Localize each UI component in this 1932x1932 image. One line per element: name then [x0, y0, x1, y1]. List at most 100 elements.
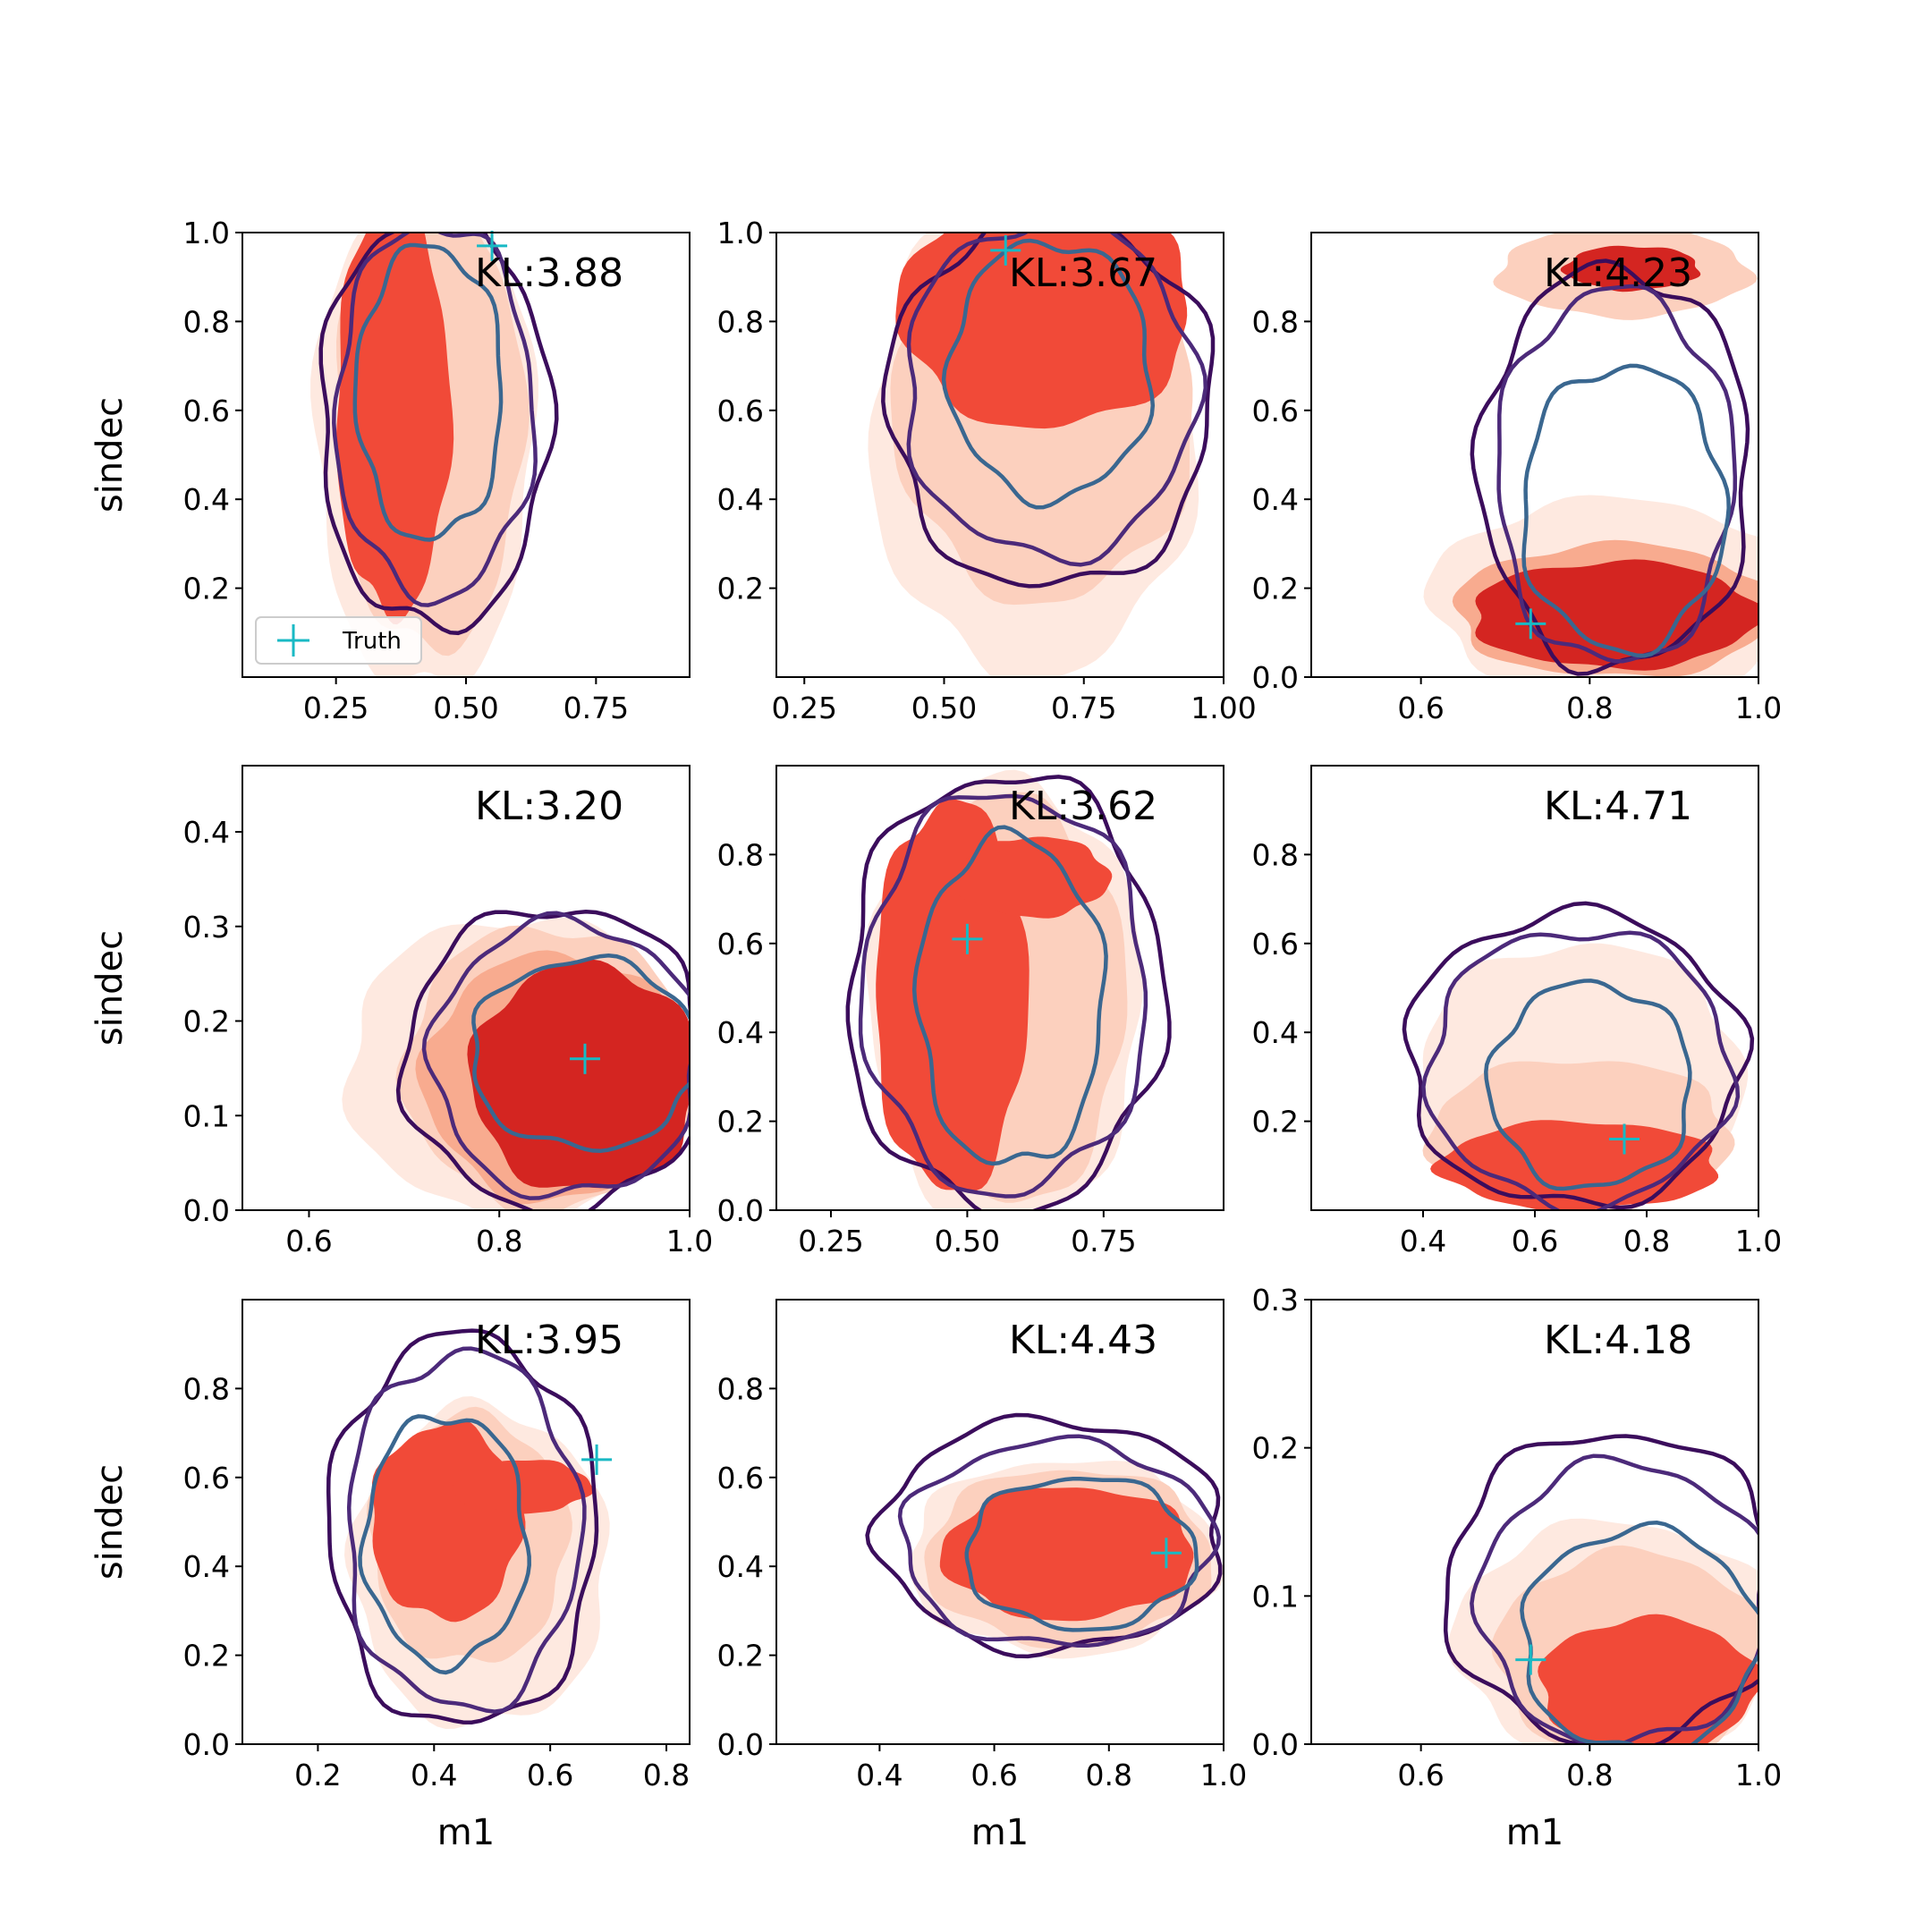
- x-tick-label: 1.0: [666, 1224, 713, 1258]
- contour-mid: [332, 233, 538, 607]
- axes-frame: [1310, 232, 1759, 678]
- contour-inner: [964, 1477, 1199, 1632]
- kl-annotation: KL:4.43: [1009, 1318, 1157, 1363]
- contour-mid: [1421, 930, 1741, 1210]
- contour-inner: [941, 238, 1156, 510]
- panel-2: 0.25 0.50 0.75 1.00 0.2 0.4 0.6 0.8 1.0 KL:3.67: [717, 216, 1257, 725]
- x-tick-label: 0.75: [1051, 691, 1116, 725]
- x-tick-label: 0.4: [856, 1758, 902, 1792]
- contour-inner: [1520, 1521, 1758, 1744]
- contour-mid: [1496, 284, 1738, 664]
- x-tick-label: 0.6: [1512, 1224, 1558, 1258]
- x-axis-label: m1: [971, 1812, 1029, 1853]
- y-tick-label: 0.1: [183, 1098, 230, 1133]
- y-tick-label: 0.2: [1252, 572, 1299, 606]
- legend: Truth: [255, 616, 422, 665]
- x-tick-label: 0.8: [1566, 691, 1613, 725]
- y-tick-label: 0.3: [1252, 1283, 1299, 1318]
- contour-mid: [421, 911, 690, 1200]
- density-fill-level-3: [895, 233, 1188, 429]
- panel-8: 0.4 0.6 0.8 1.0 0.0 0.2 0.4 0.6 0.8 KL:4.43 m1: [717, 1299, 1247, 1853]
- truth-marker: [952, 923, 983, 954]
- panel-1: 0.25 0.50 0.75 0.2 0.4 0.6 0.8 1.0 KL:3.88 sindec: [89, 216, 691, 725]
- kl-annotation: KL:3.88: [475, 250, 623, 296]
- axes-frame: [775, 232, 1224, 678]
- y-tick-label: 0.3: [183, 910, 230, 945]
- x-tick-label: 0.8: [1566, 1758, 1613, 1792]
- y-tick-label: 0.6: [717, 394, 764, 428]
- contour-mid: [897, 1434, 1221, 1648]
- y-tick-label: 0.4: [183, 482, 230, 517]
- y-tick-label: 0.2: [1252, 1105, 1299, 1140]
- y-tick-label: 0.4: [183, 1549, 230, 1584]
- y-tick-label: 0.4: [717, 1015, 764, 1050]
- y-tick-label: 0.8: [1252, 837, 1299, 872]
- contour-outer: [845, 775, 1172, 1210]
- panel-7: 0.2 0.4 0.6 0.8 0.0 0.2 0.4 0.6 0.8 KL:3.95 sindec…: [89, 1299, 691, 1853]
- x-tick-label: 1.00: [1191, 691, 1256, 725]
- contour-mid: [1470, 1453, 1758, 1744]
- density-fill-level-4: [467, 959, 690, 1189]
- y-tick-label: 0.2: [717, 1639, 764, 1674]
- truth-marker: [581, 1444, 613, 1475]
- contour-mid: [858, 793, 1148, 1199]
- truth-marker: [569, 1043, 600, 1074]
- density-fill-level-3: [1538, 1614, 1758, 1744]
- plot-area: [1402, 901, 1755, 1210]
- y-tick-label: 0.0: [717, 1727, 764, 1762]
- y-tick-label: 0.4: [1252, 482, 1299, 517]
- truth-marker: [1609, 1123, 1640, 1155]
- contour-inner: [1484, 979, 1692, 1191]
- density-fill-level-3: [452, 1460, 594, 1514]
- y-tick-label: 0.2: [1252, 1431, 1299, 1466]
- y-tick-label: 0.2: [183, 1639, 230, 1674]
- y-tick-label: 0.8: [1252, 304, 1299, 339]
- plot-area: [1423, 233, 1758, 677]
- density-fill-level-3: [957, 836, 1113, 919]
- truth-marker: [1150, 1538, 1182, 1569]
- y-tick-label: 1.0: [717, 216, 764, 250]
- y-tick-label: 0.8: [183, 1371, 230, 1406]
- x-tick-label: 0.4: [411, 1758, 457, 1792]
- x-tick-label: 0.4: [1400, 1224, 1446, 1258]
- contour-outer: [1402, 901, 1755, 1210]
- density-fill-level-3: [335, 233, 454, 625]
- y-tick-label: 0.4: [717, 1549, 764, 1584]
- panel-4: 0.6 0.8 1.0 0.0 0.1 0.2 0.3 0.4 KL:3.20 sindec: [89, 765, 713, 1258]
- panel-5: 0.25 0.50 0.75 0.0 0.2 0.4 0.6 0.8 KL:3.62: [717, 765, 1224, 1258]
- panel-9: 0.6 0.8 1.0 0.0 0.1 0.2 0.3 KL:4.18 m1: [1252, 1283, 1783, 1853]
- x-tick-label: 1.0: [1200, 1758, 1247, 1792]
- legend-truth-marker: [277, 624, 309, 657]
- panel-6: 0.4 0.6 0.8 1.0 0.2 0.4 0.6 0.8 KL:4.71: [1252, 765, 1782, 1258]
- legend-label: Truth: [342, 628, 402, 655]
- kl-annotation: KL:4.71: [1544, 784, 1692, 829]
- truth-marker: [1515, 608, 1546, 640]
- y-tick-label: 0.8: [717, 304, 764, 339]
- kl-annotation: KL:3.62: [1009, 784, 1157, 829]
- x-tick-label: 0.50: [911, 691, 977, 725]
- kl-annotation: KL:3.67: [1009, 250, 1157, 296]
- truth-marker: [477, 230, 508, 261]
- x-tick-label: 0.50: [433, 691, 498, 725]
- y-tick-label: 0.6: [717, 1461, 764, 1496]
- y-tick-label: 0.0: [1252, 660, 1299, 695]
- y-tick-label: 0.6: [183, 1461, 230, 1496]
- x-tick-label: 0.6: [285, 1224, 332, 1258]
- plot-area: [868, 233, 1216, 677]
- y-tick-label: 0.6: [717, 927, 764, 962]
- x-tick-label: 0.2: [294, 1758, 341, 1792]
- kl-annotation: KL:4.23: [1544, 250, 1692, 296]
- axes-frame: [242, 1299, 691, 1745]
- axes-frame: [242, 765, 691, 1211]
- x-axis-label: m1: [437, 1812, 495, 1853]
- y-tick-label: 0.0: [183, 1193, 230, 1228]
- x-tick-label: 1.0: [1735, 1224, 1782, 1258]
- contour-inner: [352, 242, 504, 542]
- x-tick-label: 0.75: [1071, 1224, 1136, 1258]
- legend-box: [255, 616, 422, 665]
- x-tick-label: 1.0: [1735, 1758, 1782, 1792]
- x-tick-label: 0.50: [935, 1224, 1000, 1258]
- contour-outer: [395, 910, 690, 1210]
- y-axis-label: sindec: [89, 1464, 131, 1580]
- y-tick-label: 0.8: [183, 304, 230, 339]
